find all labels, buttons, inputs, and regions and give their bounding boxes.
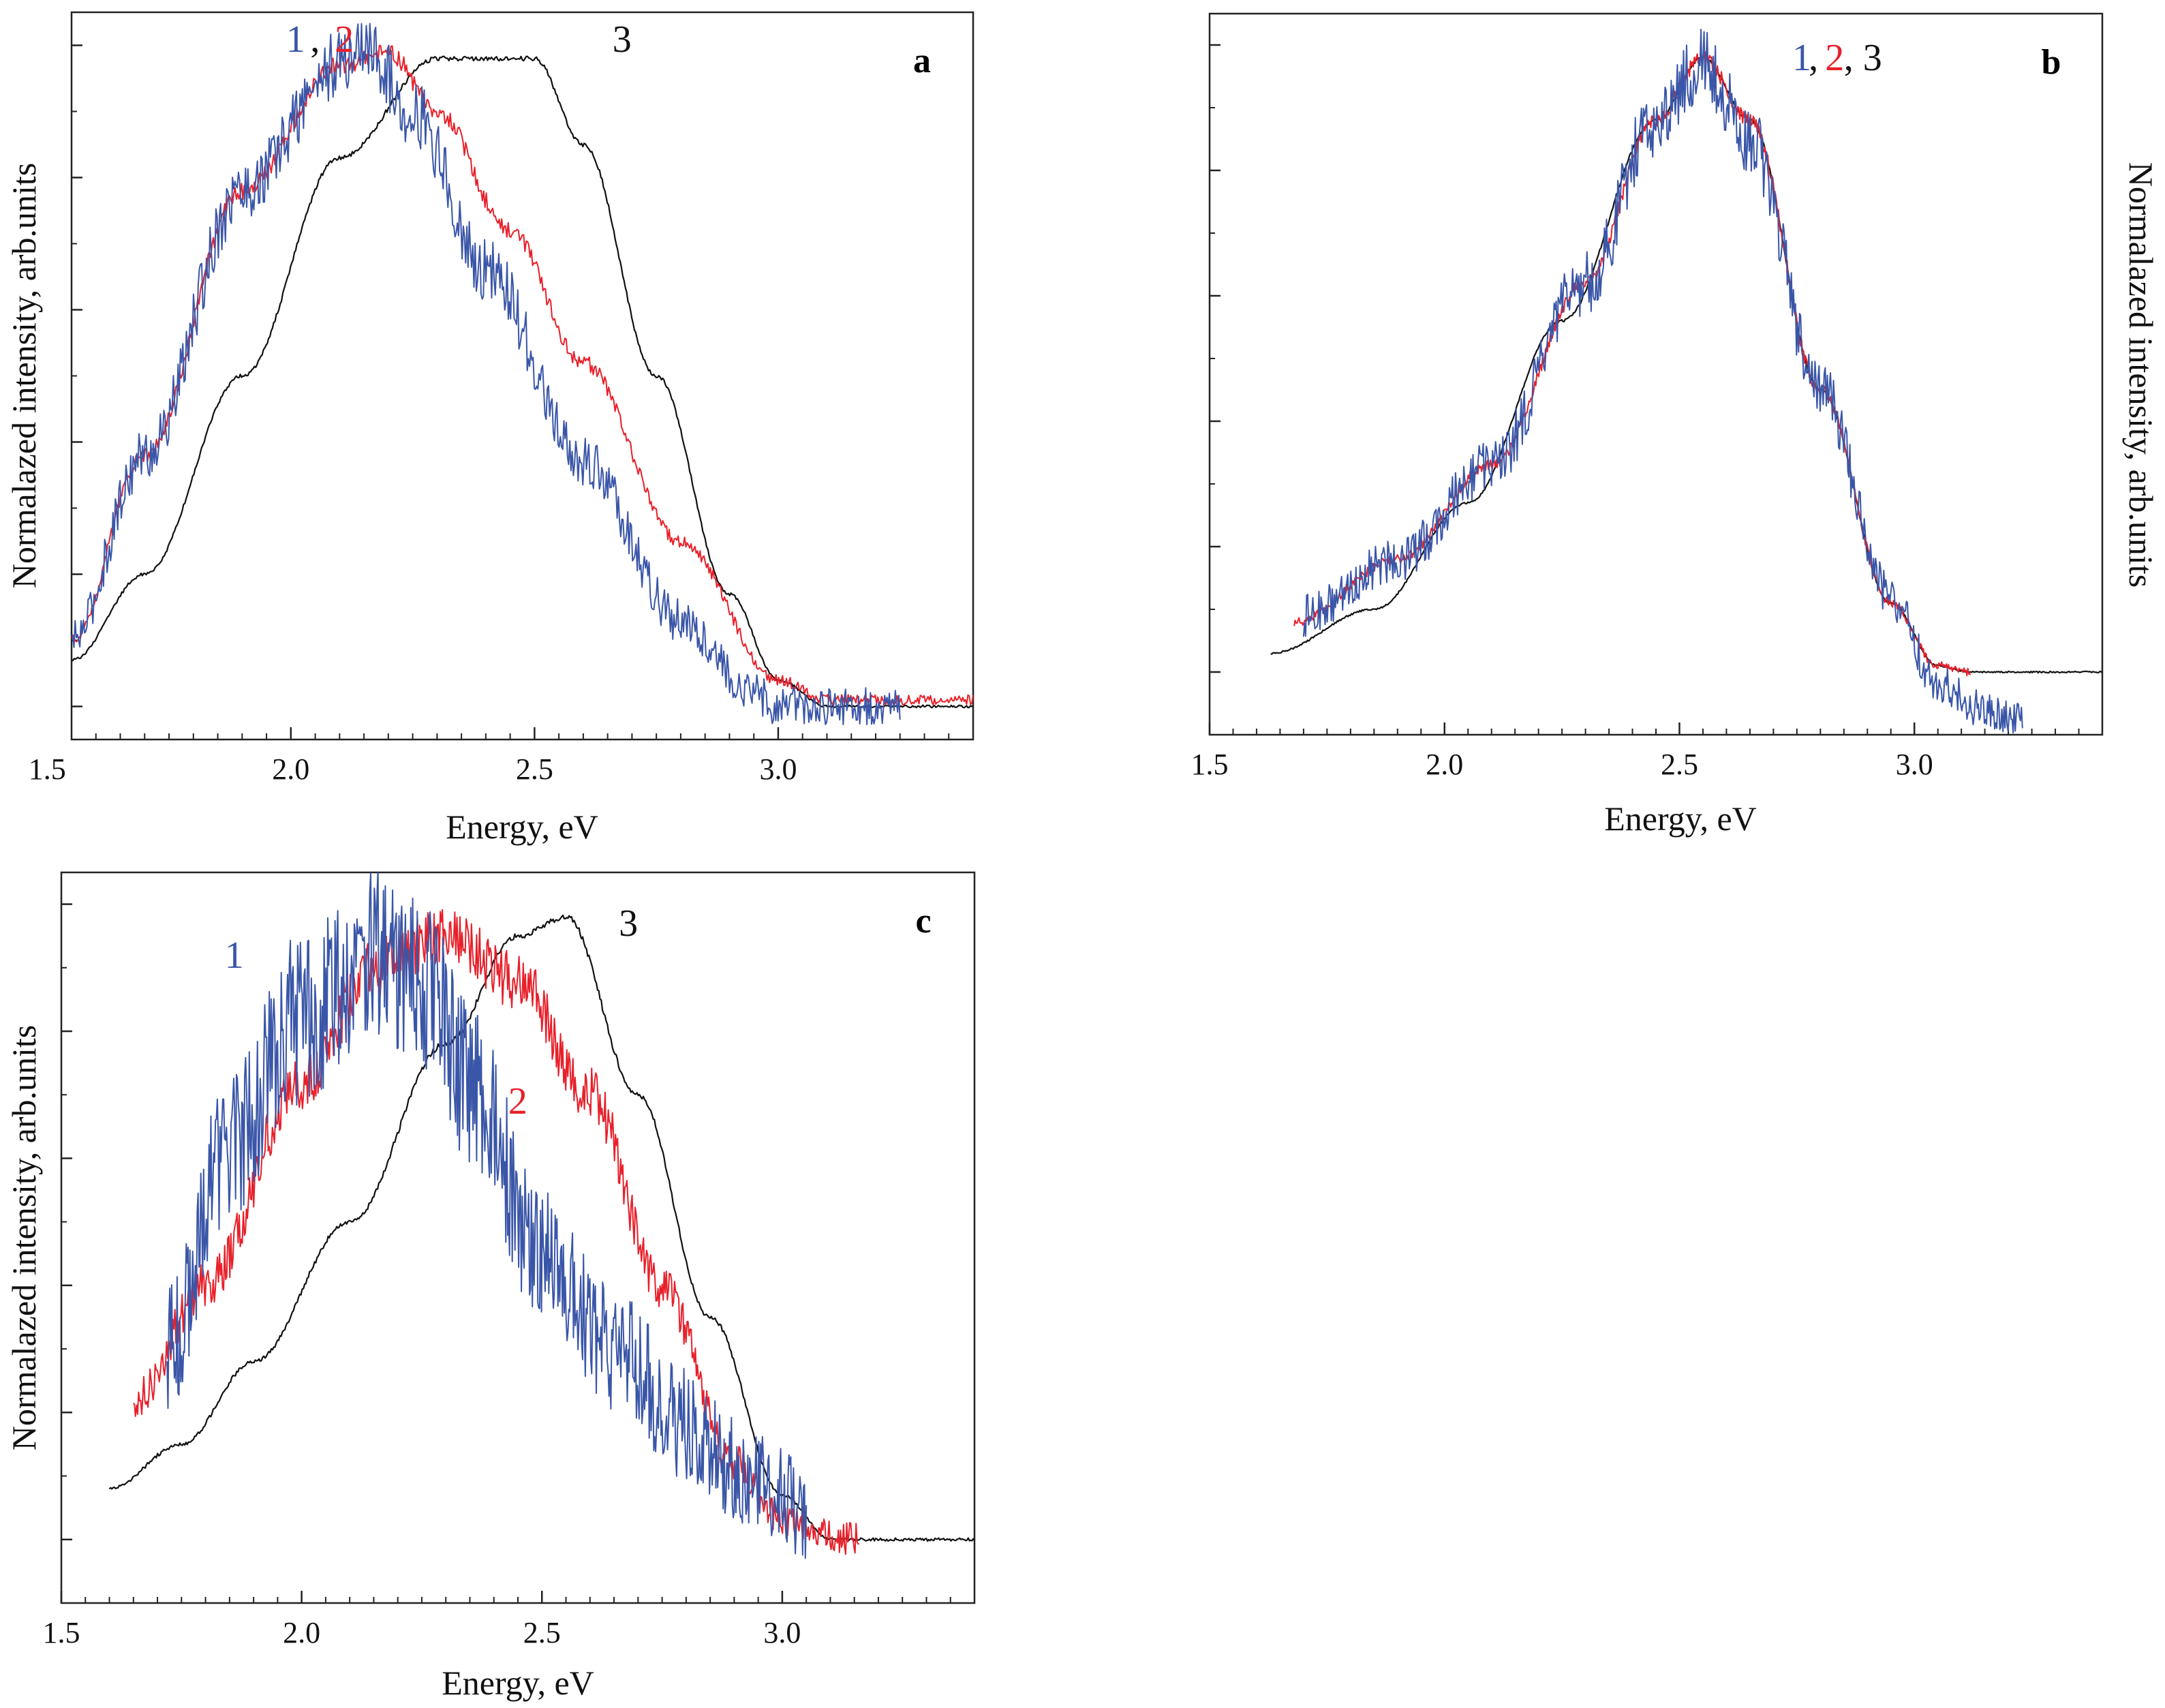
curve-label: 1: [286, 18, 305, 61]
x-tick-label: 2.0: [1426, 748, 1463, 781]
x-tick-label: 3.0: [1896, 748, 1933, 781]
panel-letter: a: [913, 42, 931, 80]
curve-label: 2: [508, 1080, 527, 1123]
series-1-line: [72, 22, 901, 726]
curve-label: 2: [1825, 37, 1844, 79]
x-tick-label: 2.5: [1661, 748, 1698, 781]
y-axis-title: Normalazed intensity, arb.units: [5, 1025, 43, 1450]
x-axis-title: Energy, eV: [1604, 799, 1757, 838]
series-1-line: [166, 872, 808, 1559]
curve-label: 3: [613, 18, 632, 61]
curve-label: 2: [335, 18, 354, 61]
panel-letter: b: [2042, 43, 2061, 82]
x-tick-label: 2.5: [523, 1616, 561, 1649]
x-axis-title: Energy, eV: [446, 808, 598, 846]
panel-letter: c: [915, 902, 931, 941]
x-tick-label: 1.5: [29, 752, 66, 786]
curve-label: 3: [619, 902, 638, 945]
panel-b: 1.5 2.0 2.5 3.0 1, 2, 3 b Energy, eV Normalazed …: [1191, 12, 2160, 838]
x-axis-title: Energy, eV: [442, 1664, 594, 1702]
x-tick-label: 2.0: [283, 1616, 320, 1649]
curve-label: 1: [225, 934, 244, 977]
panel-a: 1.5 2.0 2.5 3.0 1, 2 3 a Energy, eV Normalazed in…: [5, 11, 974, 846]
panel-c: 1.5 2.0 2.5 3.0 1 2 3 c Energy, eV Normalazed int…: [5, 871, 976, 1702]
x-tick-label: 2.5: [516, 752, 553, 786]
curve-label: , 3: [1844, 37, 1882, 79]
series-1-line: [1302, 29, 2023, 734]
curve-label: ,: [1809, 37, 1818, 79]
curve-label: ,: [310, 18, 320, 61]
x-tick-label: 3.0: [759, 752, 797, 786]
y-axis-title: Normalazed intensity, arb.units: [5, 163, 43, 588]
x-tick-label: 2.0: [272, 752, 309, 786]
x-tick-label: 3.0: [763, 1616, 801, 1649]
curve-label: 1: [1792, 37, 1811, 79]
y-axis-title: Normalazed intensity, arb.units: [2122, 162, 2160, 588]
x-tick-label: 1.5: [1191, 748, 1229, 781]
x-tick-label: 1.5: [43, 1616, 80, 1649]
